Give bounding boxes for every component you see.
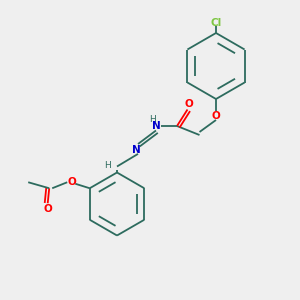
Text: N: N — [152, 121, 160, 131]
Text: H: H — [149, 115, 156, 124]
Text: O: O — [67, 177, 76, 187]
Text: O: O — [212, 110, 220, 121]
Text: O: O — [43, 204, 52, 214]
Text: H: H — [104, 160, 111, 169]
Text: N: N — [132, 145, 141, 155]
Text: Cl: Cl — [210, 17, 222, 28]
Text: O: O — [184, 99, 194, 109]
